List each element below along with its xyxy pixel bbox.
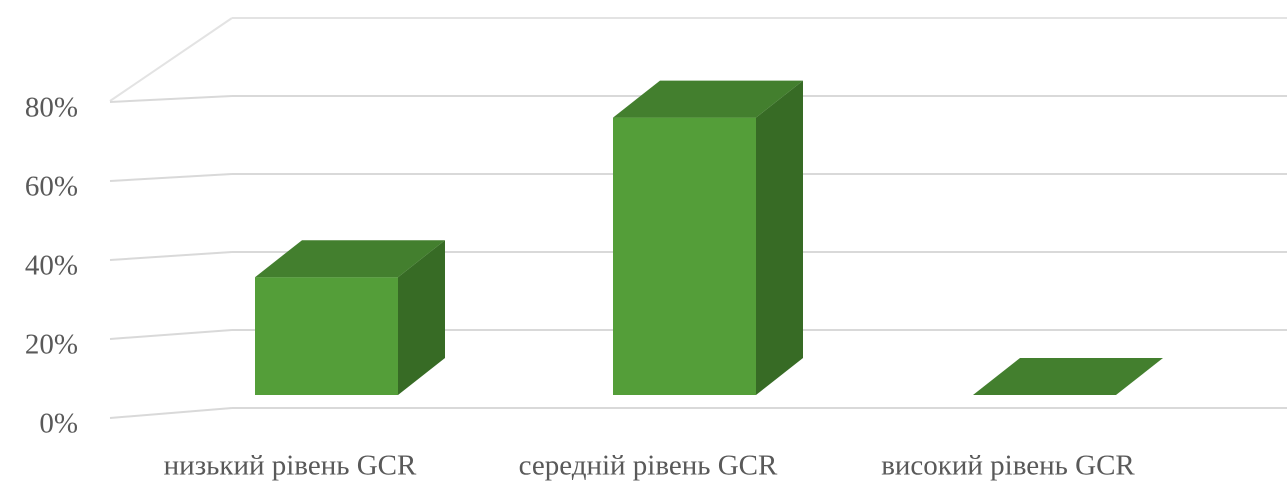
y-tick-label: 40% [25, 250, 78, 282]
side-grid-line [109, 95, 233, 103]
bar [255, 277, 398, 395]
y-tick-label: 80% [25, 92, 78, 124]
side-grid-line [109, 173, 233, 182]
side-grid-line [109, 329, 233, 340]
x-tick-label: середній рівень GCR [519, 450, 778, 482]
y-tick-label: 20% [25, 329, 78, 361]
y-tick-label: 0% [39, 408, 78, 440]
x-tick-label: високий рівень GCR [881, 450, 1135, 482]
x-tick-label: низький рівень GCR [164, 450, 417, 482]
side-grid-line [109, 407, 233, 419]
bar-side [398, 240, 445, 395]
bar [613, 117, 756, 395]
bar-top [255, 240, 445, 278]
bar-top [973, 358, 1163, 395]
bar-top [613, 80, 803, 118]
y-tick-label: 60% [25, 171, 78, 203]
bar-side [756, 80, 803, 395]
wall-top-side [109, 17, 233, 102]
side-grid-line [109, 251, 233, 261]
